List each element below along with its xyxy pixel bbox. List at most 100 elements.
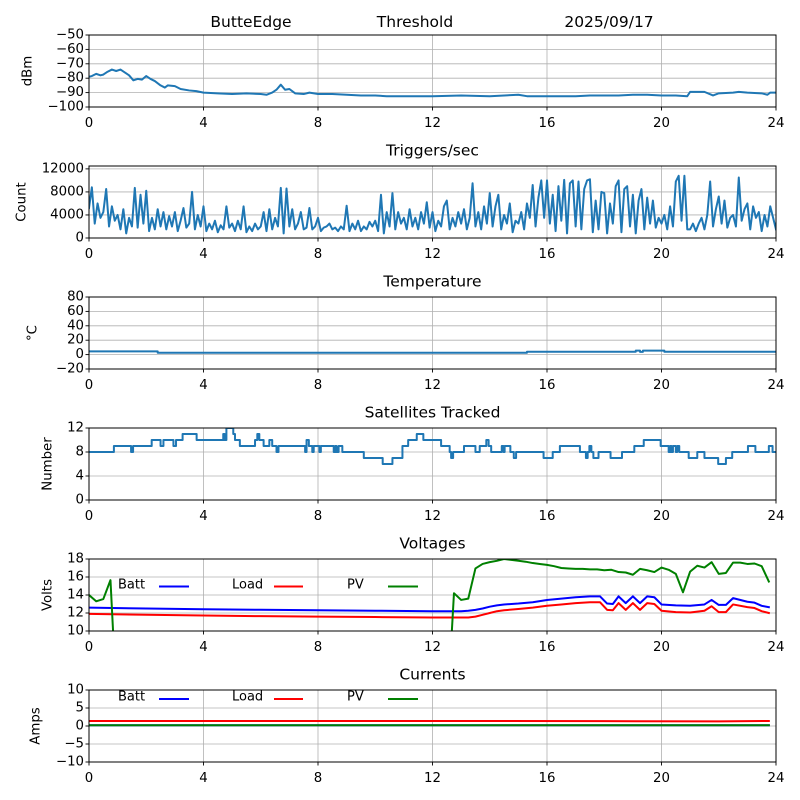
chart-title: Triggers/sec (385, 142, 479, 160)
x-tick-label: 0 (85, 378, 93, 393)
x-tick-label: 20 (653, 509, 670, 524)
y-tick-label: 0 (76, 719, 84, 734)
x-tick-label: 24 (768, 509, 785, 524)
y-tick-label: 12 (67, 606, 84, 621)
x-tick-label: 4 (199, 771, 207, 786)
x-tick-label: 0 (85, 116, 93, 131)
series-line-triggers-sec (89, 174, 776, 235)
y-tick-label: 10 (67, 683, 84, 698)
y-tick-label: −100 (47, 100, 84, 115)
y-tick-label: 12 (67, 421, 84, 436)
date-label: 2025/09/17 (564, 13, 653, 31)
x-tick-label: 8 (314, 247, 322, 262)
series-group (89, 559, 771, 631)
x-tick-label: 16 (539, 771, 556, 786)
x-tick-label: 4 (199, 116, 207, 131)
series-group (89, 68, 776, 98)
x-tick-label: 0 (85, 509, 93, 524)
y-tick-label: 4 (76, 469, 84, 484)
x-tick-label: 8 (314, 509, 322, 524)
series-group (89, 349, 776, 354)
x-tick-label: 8 (314, 771, 322, 786)
x-tick-label: 8 (314, 116, 322, 131)
x-tick-label: 12 (424, 116, 441, 131)
y-tick-label: 0 (76, 231, 84, 246)
site-name: ButteEdge (210, 13, 291, 31)
y-tick-label: 0 (76, 347, 84, 362)
y-tick-label: 20 (67, 333, 84, 348)
x-tick-label: 12 (424, 771, 441, 786)
series-line-pv (89, 559, 771, 631)
y-axis-label: Amps (29, 707, 44, 744)
y-tick-label: 40 (67, 318, 84, 333)
x-tick-label: 4 (199, 640, 207, 655)
series-line-threshold (89, 68, 776, 98)
y-tick-label: −90 (56, 85, 84, 100)
y-tick-label: 5 (76, 701, 84, 716)
mode-label: Threshold (376, 13, 453, 31)
x-tick-label: 20 (653, 116, 670, 131)
legend-label: Batt (118, 578, 145, 593)
x-tick-label: 12 (424, 378, 441, 393)
x-tick-label: 16 (539, 116, 556, 131)
chart-title: Temperature (382, 273, 481, 291)
x-tick-label: 4 (199, 378, 207, 393)
y-tick-label: 8 (76, 445, 84, 460)
x-tick-label: 20 (653, 247, 670, 262)
x-tick-label: 20 (653, 771, 670, 786)
legend-label: Load (232, 578, 263, 593)
panel-voltages: 0 4 8 12 16 20 24 10 12 14 16 18 Voltages Volts Batt Lo… (41, 535, 785, 656)
chart-title: Satellites Tracked (365, 404, 501, 422)
x-tick-label: 0 (85, 640, 93, 655)
legend-label: Batt (118, 690, 145, 705)
x-tick-label: 16 (539, 378, 556, 393)
y-tick-label: 18 (67, 552, 84, 567)
x-tick-label: 24 (768, 640, 785, 655)
series-line-satellites (89, 428, 776, 465)
y-tick-label: 8000 (50, 184, 84, 199)
legend-label: PV (347, 578, 364, 593)
x-tick-label: 16 (539, 640, 556, 655)
y-tick-label: 12000 (42, 161, 84, 176)
x-tick-label: 0 (85, 247, 93, 262)
x-tick-label: 12 (424, 509, 441, 524)
y-axis-label: Volts (41, 579, 56, 611)
y-tick-label: −20 (56, 362, 84, 377)
x-tick-label: 24 (768, 771, 785, 786)
y-tick-label: 4000 (50, 207, 84, 222)
chart-title: Voltages (399, 535, 465, 553)
y-tick-label: −80 (56, 71, 84, 86)
x-tick-label: 20 (653, 378, 670, 393)
y-tick-label: 80 (67, 290, 84, 305)
y-tick-label: −70 (56, 56, 84, 71)
x-tick-label: 0 (85, 771, 93, 786)
legend-label: PV (347, 690, 364, 705)
x-tick-label: 12 (424, 247, 441, 262)
legend: Batt Load PV (118, 578, 418, 593)
x-tick-label: 16 (539, 509, 556, 524)
x-tick-label: 24 (768, 378, 785, 393)
series-line-batt (89, 595, 771, 613)
panel-satellites-tracked: 0 4 8 12 16 20 24 0 4 8 12 Satellites Tracked Number (41, 404, 785, 525)
y-axis-label: Number (41, 437, 56, 491)
x-tick-label: 24 (768, 247, 785, 262)
series-line-temperature (89, 349, 776, 354)
y-tick-label: −10 (56, 755, 84, 770)
x-tick-label: 4 (199, 509, 207, 524)
x-tick-label: 12 (424, 640, 441, 655)
x-tick-label: 16 (539, 247, 556, 262)
legend-label: Load (232, 690, 263, 705)
series-line-load (89, 601, 771, 619)
y-tick-label: 14 (67, 588, 84, 603)
x-tick-label: 20 (653, 640, 670, 655)
y-tick-label: 16 (67, 570, 84, 585)
y-tick-label: −5 (64, 737, 84, 752)
x-tick-label: 4 (199, 247, 207, 262)
series-group (89, 428, 776, 465)
x-tick-label: 8 (314, 640, 322, 655)
panel-currents: 0 4 8 12 16 20 24 −10 −5 0 5 10 Currents Amps Batt Load… (29, 666, 785, 787)
